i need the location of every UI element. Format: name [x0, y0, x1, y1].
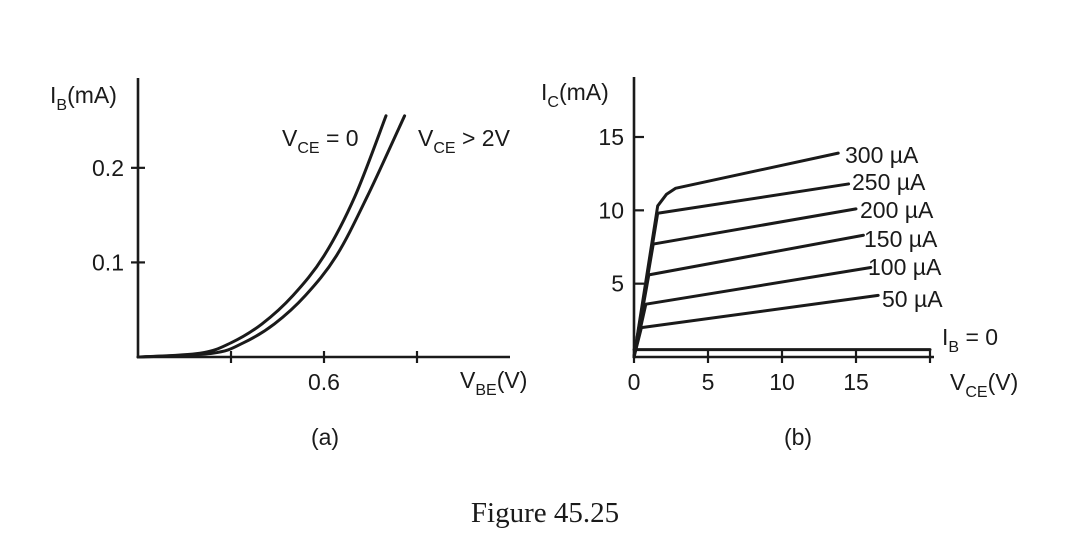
x-axis-label: VCE(V) — [950, 369, 1018, 401]
figure-caption: Figure 45.25 — [471, 497, 619, 529]
series-line-3 — [632, 233, 865, 359]
y-tick-label: 0.1 — [92, 249, 124, 275]
series-line-6 — [632, 151, 840, 359]
series-label-0: VCE = 0 — [282, 125, 359, 157]
series-label-4: 200 µA — [860, 197, 934, 223]
series-label-6: 300 µA — [845, 142, 919, 168]
panel-label: (b) — [784, 424, 812, 450]
y-tick-label: 5 — [611, 271, 624, 297]
x-axis-label: VBE(V) — [460, 367, 527, 399]
panel-a-chart: 0.6 0.1 0.2 IB(mA) VBE(V) VCE = 0 VCE > 2V (a) — [50, 78, 527, 450]
y-tick-label: 10 — [598, 197, 624, 223]
y-axis-label: IC(mA) — [541, 79, 609, 111]
x-tick-label: 0.6 — [308, 369, 340, 395]
y-axis-label: IB(mA) — [50, 82, 117, 114]
series-label-0: IB = 0 — [942, 324, 998, 356]
series-label-1: VCE > 2V — [418, 125, 511, 157]
x-tick-label: 15 — [843, 369, 869, 395]
series-label-3: 150 µA — [864, 226, 938, 252]
series-label-1: 50 µA — [882, 286, 943, 312]
y-tick-label: 0.2 — [92, 155, 124, 181]
series-label-5: 250 µA — [852, 169, 926, 195]
x-tick-label: 0 — [628, 369, 641, 395]
series-line-4 — [632, 207, 858, 359]
panel-b-chart: 5 10 15 0 5 10 15 IC(mA) VCE(V) IB = 0 50 µA 100 µA… — [541, 77, 1018, 450]
panel-label: (a) — [311, 424, 339, 450]
y-tick-label: 15 — [598, 124, 624, 150]
series-curve-1 — [136, 114, 407, 359]
x-tick-label: 5 — [702, 369, 715, 395]
series-curve-0 — [136, 114, 388, 359]
series-label-2: 100 µA — [868, 254, 942, 280]
series-line-1 — [632, 293, 880, 359]
x-tick-label: 10 — [769, 369, 795, 395]
